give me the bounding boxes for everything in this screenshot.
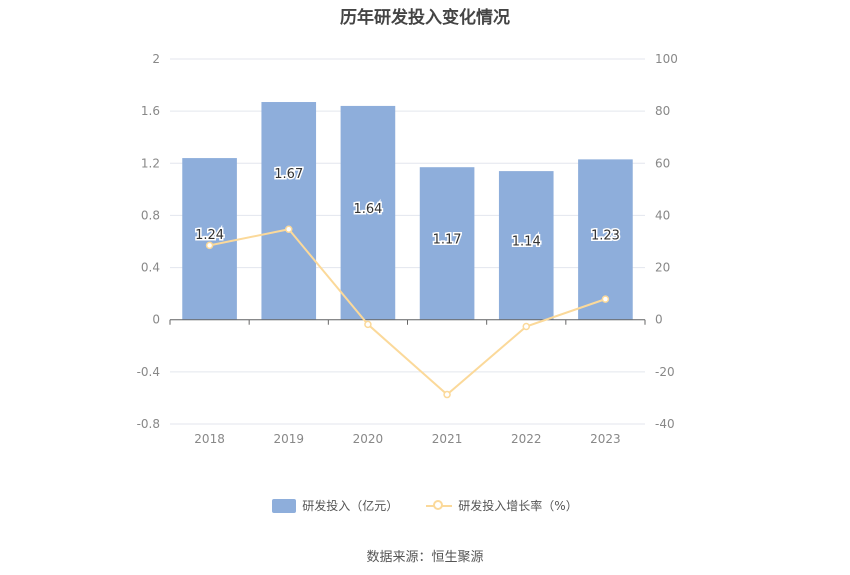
bar bbox=[261, 102, 317, 320]
bar-value-label: 1.14 bbox=[512, 234, 541, 249]
y-right-tick-label: 60 bbox=[655, 156, 670, 170]
bar bbox=[578, 159, 633, 320]
bar-value-label: 1.17 bbox=[433, 232, 462, 247]
bar-value-label: 1.64 bbox=[353, 202, 382, 217]
y-left-tick-label: 1.6 bbox=[141, 104, 160, 118]
growth-rate-line bbox=[209, 228, 606, 396]
x-tick-label: 2021 bbox=[432, 432, 463, 446]
y-left-tick-label: 0.8 bbox=[141, 208, 160, 222]
legend-item-bar[interactable]: 研发投入（亿元） bbox=[272, 497, 398, 514]
source-note: 数据来源：恒生聚源 bbox=[366, 550, 484, 565]
y-left-tick-label: 0 bbox=[152, 313, 160, 327]
x-tick-label: 2022 bbox=[511, 432, 542, 446]
y-left-tick-label: 0.4 bbox=[141, 261, 160, 275]
growth-rate-point bbox=[522, 322, 530, 331]
x-tick-label: 2023 bbox=[590, 432, 621, 446]
x-tick-label: 2018 bbox=[194, 432, 225, 446]
bar bbox=[182, 158, 237, 320]
legend-item-line[interactable]: 研发投入增长率（%） bbox=[426, 497, 578, 514]
bar bbox=[498, 171, 554, 320]
bar bbox=[340, 105, 396, 320]
y-right-tick-label: 0 bbox=[655, 313, 663, 327]
y-right-tick-label: -20 bbox=[655, 365, 675, 379]
growth-rate-point bbox=[285, 225, 293, 233]
growth-rate-point bbox=[601, 295, 610, 303]
legend-bar-label: 研发投入（亿元） bbox=[302, 499, 399, 513]
y-right-tick-label: -40 bbox=[655, 417, 675, 431]
data-labels: 1.24 1.67 1.64 1.17 1.14 1.23 bbox=[194, 166, 622, 251]
grid-lines bbox=[170, 58, 645, 425]
bar-series bbox=[182, 102, 633, 320]
chart-canvas: 2 1.6 1.2 0.8 0.4 0 -0.4 -0.8 100 80 60 40 20 0 -20 -40… bbox=[137, 52, 678, 446]
growth-rate-point bbox=[364, 320, 372, 329]
line-series bbox=[205, 225, 610, 399]
y-left-tick-label: -0.4 bbox=[137, 365, 160, 379]
bar-value-label: 1.67 bbox=[274, 167, 303, 182]
y-left-tick-label: -0.8 bbox=[137, 417, 160, 431]
legend-line-label: 研发投入增长率（%） bbox=[458, 499, 578, 513]
growth-rate-point bbox=[205, 241, 214, 250]
axes: 2 1.6 1.2 0.8 0.4 0 -0.4 -0.8 100 80 60 40 20 0 -20 -40… bbox=[137, 52, 678, 446]
bar-value-label: 1.24 bbox=[195, 228, 224, 243]
y-right-tick-label: 100 bbox=[655, 52, 678, 66]
x-tick-label: 2019 bbox=[273, 432, 304, 446]
x-tick-label: 2020 bbox=[353, 432, 384, 446]
bar bbox=[419, 167, 475, 320]
y-right-tick-label: 80 bbox=[655, 104, 670, 118]
growth-rate-point bbox=[443, 390, 451, 399]
y-right-tick-label: 40 bbox=[655, 208, 670, 222]
legend-line-swatch bbox=[426, 499, 453, 513]
bar-value-label: 1.23 bbox=[591, 229, 620, 244]
y-right-tick-label: 20 bbox=[655, 261, 670, 275]
y-left-tick-label: 2 bbox=[152, 52, 160, 66]
legend: 研发投入（亿元） 研发投入增长率（%） bbox=[0, 497, 850, 514]
legend-bar-swatch bbox=[272, 498, 297, 513]
y-left-tick-label: 1.2 bbox=[141, 156, 160, 170]
chart-title: 历年研发投入变化情况 bbox=[340, 8, 510, 28]
